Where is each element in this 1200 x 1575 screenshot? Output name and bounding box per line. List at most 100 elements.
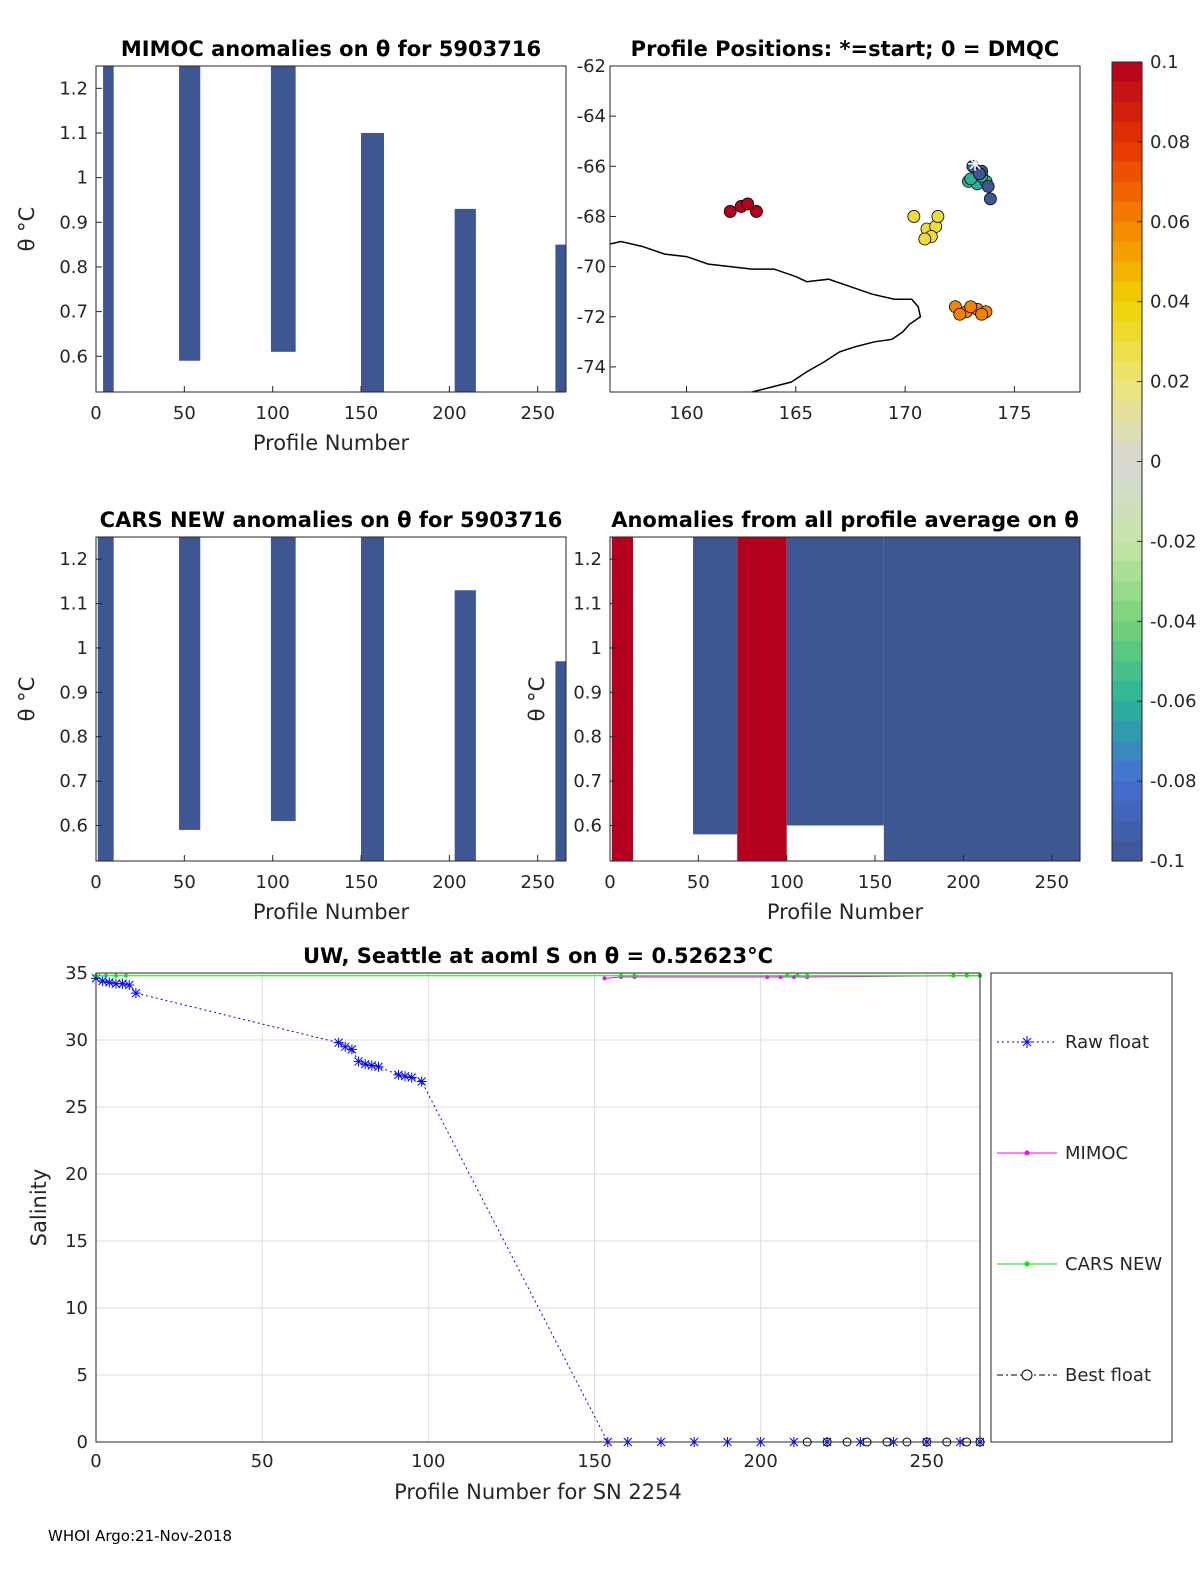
y-tick-label: 0.7 xyxy=(59,302,88,323)
anomaly-region xyxy=(270,537,296,822)
y-tick-label: -70 xyxy=(577,257,606,278)
colorbar-tick-label: 0 xyxy=(1150,452,1161,473)
x-tick-label: 150 xyxy=(858,872,892,893)
colorbar-tick-label: -0.08 xyxy=(1150,771,1197,792)
y-tick-label: -68 xyxy=(577,206,606,227)
x-tick-label: 175 xyxy=(997,403,1031,424)
profile-position-marker xyxy=(723,205,737,218)
colorbar-segment xyxy=(1112,561,1142,582)
colorbar-segment xyxy=(1112,741,1142,762)
axes-frame xyxy=(95,972,981,1443)
colorbar-segment xyxy=(1112,181,1142,203)
profile-position-marker xyxy=(931,210,945,223)
legend-frame xyxy=(990,972,1173,1443)
anomaly-region xyxy=(454,590,476,861)
panel-title: MIMOC anomalies on θ for 5903716 xyxy=(121,37,541,61)
colorbar-tick-label: 0.08 xyxy=(1150,132,1190,153)
raw-float-marker xyxy=(346,1044,357,1055)
raw-float-marker xyxy=(130,988,141,999)
colorbar-segment xyxy=(1112,261,1142,283)
anomaly-region xyxy=(361,132,385,392)
x-tick-label: 250 xyxy=(521,403,555,424)
colorbar-segment xyxy=(1112,441,1142,462)
y-tick-label: 1.2 xyxy=(59,549,88,570)
raw-float-marker xyxy=(104,977,115,988)
data-point xyxy=(632,973,637,978)
y-tick-label: 10 xyxy=(65,1298,88,1319)
colorbar-segment xyxy=(1112,641,1142,662)
start-star-icon xyxy=(968,156,983,171)
raw-float-marker xyxy=(333,1037,344,1048)
colorbar-segment xyxy=(1112,421,1142,443)
salinity-panel: 0 50 100 150 200 250 0 5 10 15 20 25 30 35 UW, Seattle… xyxy=(27,944,985,1504)
legend-item: Raw float xyxy=(997,1032,1149,1053)
anomaly-region xyxy=(883,537,1080,861)
data-point xyxy=(785,973,790,978)
x-tick-label: 200 xyxy=(432,872,466,893)
colorbar-segment xyxy=(1112,321,1142,343)
x-axis-label: Profile Number for SN 2254 xyxy=(394,1480,682,1504)
anomaly-region xyxy=(555,661,566,861)
x-tick-label: 250 xyxy=(521,872,555,893)
x-axis-label: Profile Number xyxy=(253,431,410,455)
colorbar-segment xyxy=(1112,401,1142,423)
colorbar-segment xyxy=(1112,541,1142,562)
y-tick-label: 1.1 xyxy=(59,594,88,615)
colorbar-segment xyxy=(1112,141,1142,163)
series-line xyxy=(95,977,980,1443)
y-tick-label: 0.7 xyxy=(59,771,88,792)
y-tick-label: 1 xyxy=(77,168,88,189)
colorbar-segment xyxy=(1112,761,1142,782)
legend-label: CARS NEW xyxy=(1065,1254,1162,1275)
y-axis-label: θ °C xyxy=(525,677,549,722)
anomaly-region xyxy=(737,537,787,861)
raw-float-marker xyxy=(360,1059,371,1070)
colorbar-segment xyxy=(1112,701,1142,722)
data-point xyxy=(795,973,800,978)
y-tick-label: -64 xyxy=(577,106,606,127)
data-point xyxy=(805,973,810,978)
y-tick-label: 1.1 xyxy=(573,594,602,615)
anomaly-region xyxy=(555,244,566,392)
y-tick-label: 0.9 xyxy=(59,212,88,233)
panel-title: Anomalies from all profile average on θ xyxy=(611,508,1079,532)
y-tick-label: 1.1 xyxy=(59,123,88,144)
axes-frame xyxy=(609,536,1081,862)
x-tick-label: 165 xyxy=(779,403,813,424)
colorbar-tick-label: 0.06 xyxy=(1150,212,1190,233)
colorbar-segment xyxy=(1112,601,1142,622)
x-tick-label: 50 xyxy=(251,1451,274,1472)
y-axis-label: θ °C xyxy=(15,677,39,722)
colorbar-tick-label: 0.1 xyxy=(1150,52,1179,73)
series-mimoc xyxy=(602,973,982,981)
y-tick-label: -62 xyxy=(577,56,606,77)
profile-position-marker xyxy=(953,307,967,321)
y-tick-label: 1.2 xyxy=(573,549,602,570)
axes-frame xyxy=(609,65,1081,393)
anomaly-region xyxy=(179,66,201,361)
y-tick-label: 15 xyxy=(65,1231,88,1252)
x-tick-label: 100 xyxy=(770,872,804,893)
raw-float-marker xyxy=(406,1072,417,1083)
profile-position-marker xyxy=(907,210,921,223)
coastline xyxy=(609,240,922,393)
legend-item: Best float xyxy=(997,1365,1151,1386)
raw-float-marker xyxy=(393,1069,404,1080)
x-tick-label: 250 xyxy=(910,1451,944,1472)
colorbar-segment xyxy=(1112,281,1142,303)
colorbar-tick-label: -0.1 xyxy=(1150,851,1185,872)
anomaly-region xyxy=(611,537,633,861)
data-point xyxy=(103,973,108,978)
data-point xyxy=(619,973,624,978)
x-tick-label: 50 xyxy=(173,872,196,893)
colorbar-tick-label: 0.04 xyxy=(1150,292,1190,313)
y-tick-label: 0.9 xyxy=(573,682,602,703)
profile-positions-panel: 160 165 170 175 -62 -64 -66 -68 -70 -72 -74 Profile… xyxy=(577,37,1081,424)
colorbar-segment xyxy=(1112,101,1142,123)
x-tick-label: 100 xyxy=(256,872,290,893)
colorbar-segment xyxy=(1112,381,1142,403)
axes-frame xyxy=(95,536,567,862)
colorbar-segment xyxy=(1112,62,1142,83)
profile-position-marker xyxy=(964,300,978,314)
